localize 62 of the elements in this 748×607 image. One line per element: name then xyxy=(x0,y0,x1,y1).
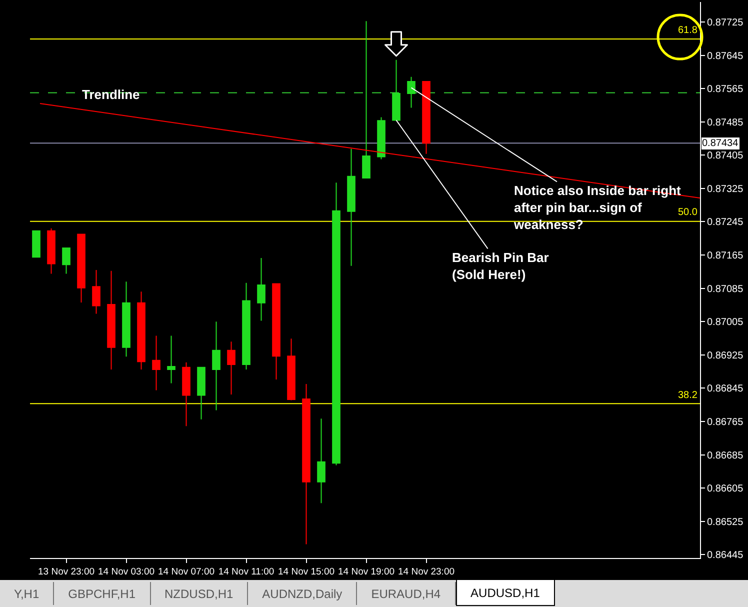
y-tick-label: 0.87005 xyxy=(707,317,744,328)
candlestick xyxy=(182,362,190,427)
candlestick xyxy=(302,384,310,545)
candlestick xyxy=(257,257,266,322)
y-tick-label: 0.86925 xyxy=(707,350,744,362)
y-tick-label: 0.86845 xyxy=(707,384,744,395)
y-tick-label: 0.87645 xyxy=(707,50,744,62)
candlestick xyxy=(62,247,70,274)
candlestick xyxy=(212,321,220,411)
candlestick xyxy=(392,59,400,121)
x-tick-label: 13 Nov 23:00 xyxy=(38,566,95,578)
candlestick xyxy=(287,338,296,401)
x-tick-label: 14 Nov 19:00 xyxy=(338,566,395,578)
x-tick-label: 14 Nov 07:00 xyxy=(158,566,215,578)
candlestick xyxy=(152,335,160,391)
series-label: Trendline xyxy=(82,87,140,102)
y-tick-label: 0.87485 xyxy=(707,117,744,128)
candlestick xyxy=(272,283,280,380)
candlestick xyxy=(167,335,176,384)
candlestick xyxy=(32,230,40,258)
candlestick xyxy=(197,366,206,420)
y-tick-label: 0.87085 xyxy=(707,284,744,295)
annotation: Bearish Pin Bar (Sold Here!) xyxy=(452,250,549,282)
y-tick-label: 0.86685 xyxy=(707,450,744,462)
y-tick-label: 0.87165 xyxy=(707,250,744,262)
x-tick-label: 14 Nov 03:00 xyxy=(98,566,155,578)
y-tick-label: 0.86605 xyxy=(707,484,744,495)
candlestick xyxy=(377,116,386,160)
tab: AUDNZD,Daily xyxy=(248,582,358,605)
x-tick-label: 14 Nov 11:00 xyxy=(218,566,274,578)
candlestick xyxy=(332,182,340,466)
y-tick-label: 0.86445 xyxy=(707,550,744,562)
tab: Y,H1 xyxy=(0,582,54,605)
annotation: 38.2 xyxy=(678,390,698,401)
candlestick xyxy=(47,228,56,274)
candlestick xyxy=(422,80,430,154)
y-tick-label: 0.86525 xyxy=(707,516,744,528)
x-tick-label: 14 Nov 15:00 xyxy=(278,566,335,578)
y-tick-label: 0.87325 xyxy=(707,184,744,195)
x-tick-label: 14 Nov 23:00 xyxy=(398,566,455,578)
candlestick xyxy=(107,270,116,370)
candlestick xyxy=(242,282,250,370)
y-tick-label: 0.87725 xyxy=(707,17,744,28)
y-tick-label: 0.87405 xyxy=(707,150,744,162)
tab: AUDUSD,H1 xyxy=(456,580,555,606)
tab: GBPCHF,H1 xyxy=(54,582,150,605)
annotation: 61.8 xyxy=(678,25,698,36)
y-tick-label: 0.86765 xyxy=(707,417,744,428)
y-tick-label: 0.87565 xyxy=(707,84,744,96)
candlestick xyxy=(317,418,326,504)
annotation: 50.0 xyxy=(678,207,698,218)
candlestick xyxy=(347,148,356,266)
candlestick xyxy=(122,281,130,358)
candlestick xyxy=(407,76,416,108)
ref-line-label: 0.87434 xyxy=(702,138,739,149)
candlestick xyxy=(77,234,86,303)
candlestick xyxy=(227,341,236,395)
candlestick xyxy=(362,20,370,179)
candlestick xyxy=(137,291,146,370)
tab: NZDUSD,H1 xyxy=(150,582,248,605)
candlestick xyxy=(92,270,100,314)
y-tick-label: 0.87245 xyxy=(707,217,744,228)
